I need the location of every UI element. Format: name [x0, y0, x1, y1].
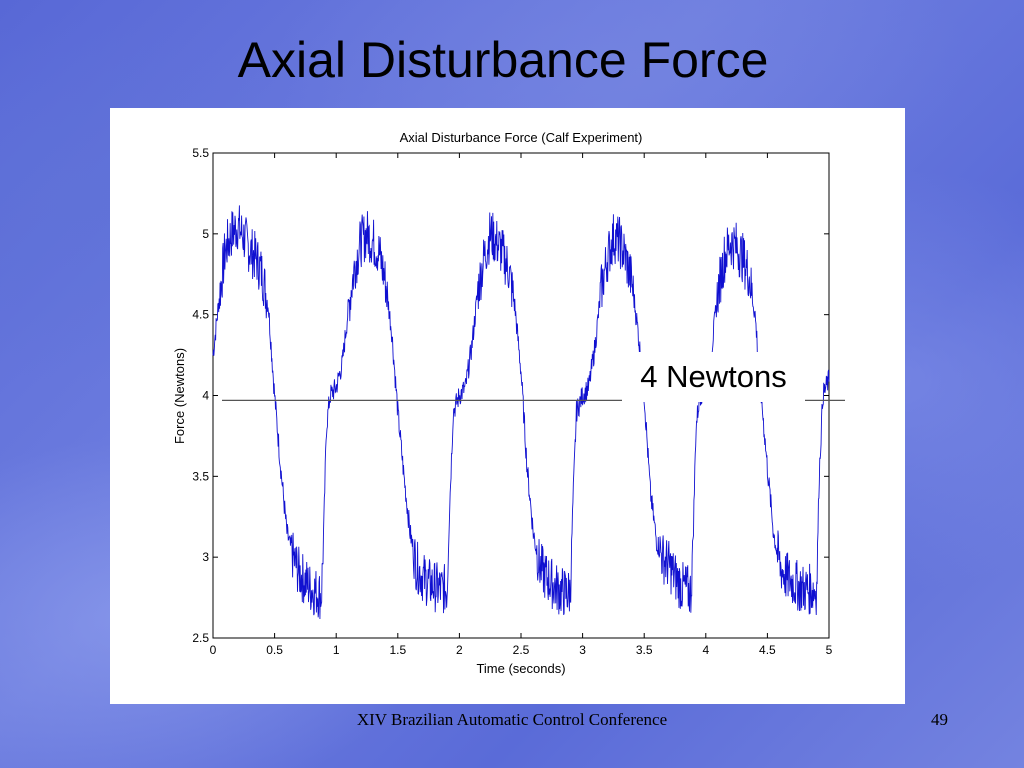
y-axis-label: Force (Newtons) [172, 348, 187, 444]
chart-svg: Axial Disturbance Force (Calf Experiment… [172, 130, 845, 676]
footer-conference: XIV Brazilian Automatic Control Conferen… [356, 710, 668, 729]
x-tick-label: 1 [333, 643, 340, 657]
page-number: 49 [931, 710, 948, 729]
x-tick-label: 4.5 [759, 643, 776, 657]
x-tick-label: 4 [702, 643, 709, 657]
x-axis-label: Time (seconds) [476, 661, 565, 676]
plot-area: 0 0.5 1 1.5 2 2.5 3 3.5 4 4.5 5 2.5 3 3.5 4 4.5 5 5.5 [192, 146, 845, 657]
x-tick-label: 3 [579, 643, 586, 657]
y-tick-label: 2.5 [192, 631, 209, 645]
y-tick-label: 5 [202, 227, 209, 241]
x-tick-label: 5 [826, 643, 833, 657]
four-newtons-callout: 4 Newtons [622, 352, 805, 402]
x-tick-label: 1.5 [389, 643, 406, 657]
x-tick-label: 0 [210, 643, 217, 657]
y-tick-label: 4.5 [192, 308, 209, 322]
chart-figure: Axial Disturbance Force (Calf Experiment… [110, 108, 905, 704]
y-tick-label: 3 [202, 550, 209, 564]
y-tick-label: 3.5 [192, 469, 209, 483]
chart-title: Axial Disturbance Force (Calf Experiment… [400, 130, 643, 145]
slide-title: Axial Disturbance Force [237, 32, 769, 88]
y-tick-label: 5.5 [192, 146, 209, 160]
x-tick-label: 3.5 [636, 643, 653, 657]
x-tick-label: 2 [456, 643, 463, 657]
x-tick-label: 2.5 [513, 643, 530, 657]
y-tick-label: 4 [202, 389, 209, 403]
x-tick-label: 0.5 [266, 643, 283, 657]
series-line [212, 205, 830, 620]
